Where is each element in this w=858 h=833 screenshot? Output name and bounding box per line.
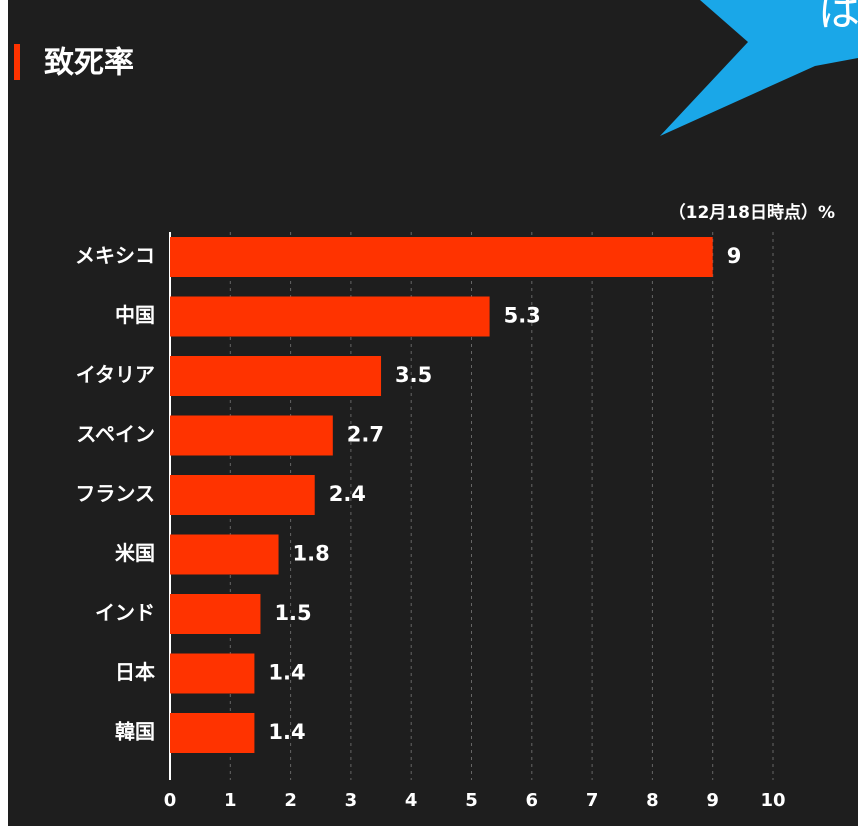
bar xyxy=(170,296,490,337)
y-tick-label: 韓国 xyxy=(115,720,155,744)
y-tick-label: メキシコ xyxy=(75,244,155,268)
y-tick-label: 中国 xyxy=(115,303,155,327)
y-tick-label: スペイン xyxy=(76,422,155,446)
data-label: 9 xyxy=(727,244,742,268)
data-label: 5.3 xyxy=(504,304,541,328)
panel xyxy=(8,0,858,826)
data-label: 1.8 xyxy=(293,542,330,566)
y-tick-label: 米国 xyxy=(115,541,155,565)
bar xyxy=(170,356,382,396)
x-tick-label: 4 xyxy=(405,790,418,811)
x-tick-label: 7 xyxy=(586,790,599,811)
y-tick-label: イタリア xyxy=(76,363,155,387)
data-label: 2.7 xyxy=(347,423,384,447)
x-tick-label: 1 xyxy=(224,790,237,811)
bar xyxy=(170,594,261,634)
x-tick-label: 8 xyxy=(646,790,659,811)
x-tick-label: 9 xyxy=(706,790,719,811)
speech-bubble xyxy=(660,0,858,136)
data-label: 1.5 xyxy=(274,601,311,625)
y-tick-label: 日本 xyxy=(115,660,155,684)
bar xyxy=(170,237,713,277)
x-tick-label: 10 xyxy=(760,790,785,811)
data-label: 2.4 xyxy=(329,482,366,506)
bar xyxy=(170,534,279,575)
x-tick-label: 2 xyxy=(284,790,297,811)
data-label: 1.4 xyxy=(268,661,305,685)
chart-title: 致死率 xyxy=(44,46,134,81)
bubble-text: は xyxy=(818,0,858,36)
x-tick-label: 6 xyxy=(526,790,539,811)
note: （12月18日時点）% xyxy=(669,202,835,223)
y-tick-label: インド xyxy=(95,601,155,625)
bar xyxy=(170,475,315,515)
y-tick-label: フランス xyxy=(75,482,155,506)
x-tick-label: 0 xyxy=(164,790,177,811)
data-label: 3.5 xyxy=(395,363,432,387)
x-tick-label: 5 xyxy=(465,790,478,811)
x-tick-label: 3 xyxy=(345,790,358,811)
bar xyxy=(170,415,333,456)
bar xyxy=(170,653,255,694)
data-label: 1.4 xyxy=(268,720,305,744)
bar xyxy=(170,713,255,753)
title-marker xyxy=(14,44,20,80)
